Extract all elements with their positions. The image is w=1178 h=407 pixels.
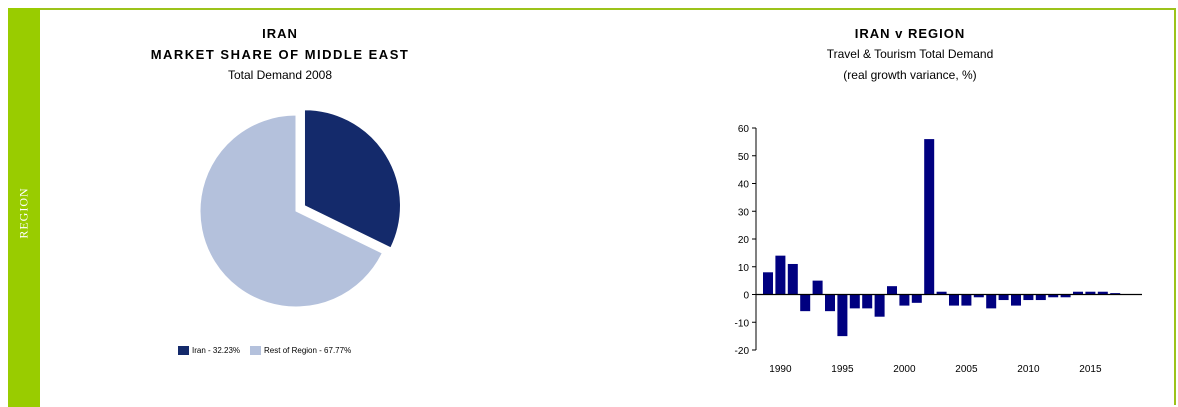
y-tick-label: 10 [738, 263, 750, 274]
bar [936, 291, 947, 295]
legend-label-rest: Rest of Region - 67.77% [264, 346, 352, 355]
bar [1097, 291, 1108, 295]
legend-swatch-iran [178, 346, 189, 355]
bar [986, 294, 997, 309]
y-tick-label: 30 [738, 207, 750, 218]
bar [1110, 293, 1121, 295]
y-tick-label: 40 [738, 180, 750, 191]
bar [1073, 291, 1083, 295]
pie-note: Total Demand 2008 [227, 68, 333, 82]
bar [998, 294, 1009, 301]
legend-swatch-rest [250, 346, 262, 355]
pie-title-block: IRAN MARKET SHARE OF MIDDLE EAST Total D… [120, 26, 440, 89]
bar [924, 139, 935, 295]
bar [973, 294, 984, 298]
bar-title-block: IRAN v REGION Travel & Tourism Total Dem… [750, 26, 1070, 89]
bar [812, 280, 823, 295]
bar [1023, 294, 1034, 301]
bar [1048, 294, 1059, 298]
y-tick-label: -20 [735, 346, 750, 357]
y-tick-label: 0 [743, 291, 749, 302]
bar-ylabel: (real growth variance, %) [843, 68, 977, 82]
y-tick-label: 20 [738, 235, 750, 246]
legend-item-rest: Rest of Region - 67.77% [250, 346, 351, 355]
x-tick-label: 2015 [1079, 364, 1102, 375]
x-tick-label: 2005 [955, 364, 978, 375]
pie-subtitle: MARKET SHARE OF MIDDLE EAST [150, 47, 410, 62]
bar [899, 294, 910, 306]
y-tick-label: 50 [738, 152, 750, 163]
x-tick-label: 2010 [1017, 364, 1040, 375]
bar [961, 294, 972, 306]
y-tick-label: -10 [735, 318, 750, 329]
legend-item-iran: Iran - 32.23% [178, 346, 240, 355]
bar [1060, 294, 1071, 298]
bar-subtitle: Travel & Tourism Total Demand [826, 47, 994, 61]
x-tick-label: 2000 [893, 364, 916, 375]
pie-chart [199, 109, 401, 308]
x-tick-label: 1995 [831, 364, 854, 375]
bar [837, 294, 848, 337]
pie-title: IRAN [262, 26, 298, 41]
region-tab [8, 8, 40, 407]
bar [1085, 291, 1096, 295]
legend-label-iran: Iran - 32.23% [192, 346, 241, 355]
bar [1011, 294, 1021, 306]
y-tick-label: 60 [738, 124, 750, 135]
bar [763, 272, 773, 295]
bar [887, 286, 897, 295]
pie-legend: Iran - 32.23% Rest of Region - 67.77% [178, 346, 361, 355]
bar [787, 263, 798, 295]
bar [1035, 294, 1046, 301]
bar [825, 294, 835, 312]
pie-slice-rest [199, 114, 383, 308]
bar [862, 294, 873, 309]
bar [911, 294, 922, 303]
bar [775, 255, 786, 295]
bar-title: IRAN v REGION [854, 26, 966, 41]
bar [874, 294, 885, 317]
pie-slice-iran [303, 109, 401, 249]
x-tick-label: 1990 [769, 364, 792, 375]
bar [949, 294, 959, 306]
bar [800, 294, 811, 312]
bar [849, 294, 860, 309]
